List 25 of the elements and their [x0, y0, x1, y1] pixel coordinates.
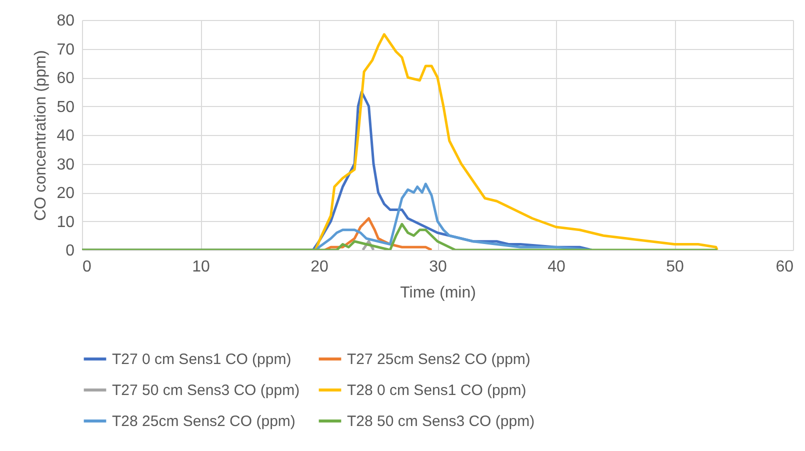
x-tick-label: 0 [82, 258, 92, 276]
y-tick-label: 60 [56, 70, 75, 87]
legend-label: T28 25cm Sens2 CO (ppm) [112, 413, 296, 430]
line-series [82, 222, 718, 250]
legend-label: T28 50 cm Sens3 CO (ppm) [347, 413, 535, 430]
x-tick-label: 30 [429, 258, 447, 276]
y-axis-title: CO concentration (ppm) [32, 50, 50, 221]
y-tick-label: 0 [66, 242, 75, 260]
x-tick-label: 40 [548, 258, 566, 276]
x-tick-label: 10 [192, 258, 210, 276]
legend-label: T27 25cm Sens2 CO (ppm) [347, 351, 530, 368]
x-tick-label: 50 [666, 258, 684, 276]
y-tick-label: 80 [56, 12, 75, 30]
x-tick-label: 20 [310, 258, 328, 276]
y-tick-label: 50 [56, 98, 75, 116]
x-axis-title: Time (min) [400, 284, 476, 302]
x-tick-label: 60 [776, 258, 794, 276]
y-tick-label: 70 [56, 41, 75, 58]
y-tick-label: 40 [56, 128, 75, 144]
legend-label: T27 0 cm Sens1 CO (ppm) [112, 351, 292, 368]
y-tick-label: 10 [56, 214, 75, 231]
y-tick-label: 30 [56, 156, 75, 174]
legend-label: T28 0 cm Sens1 CO (ppm) [347, 382, 526, 399]
y-tick-label: 20 [56, 185, 75, 202]
legend-label: T27 50 cm Sens3 CO (ppm) [112, 382, 300, 399]
